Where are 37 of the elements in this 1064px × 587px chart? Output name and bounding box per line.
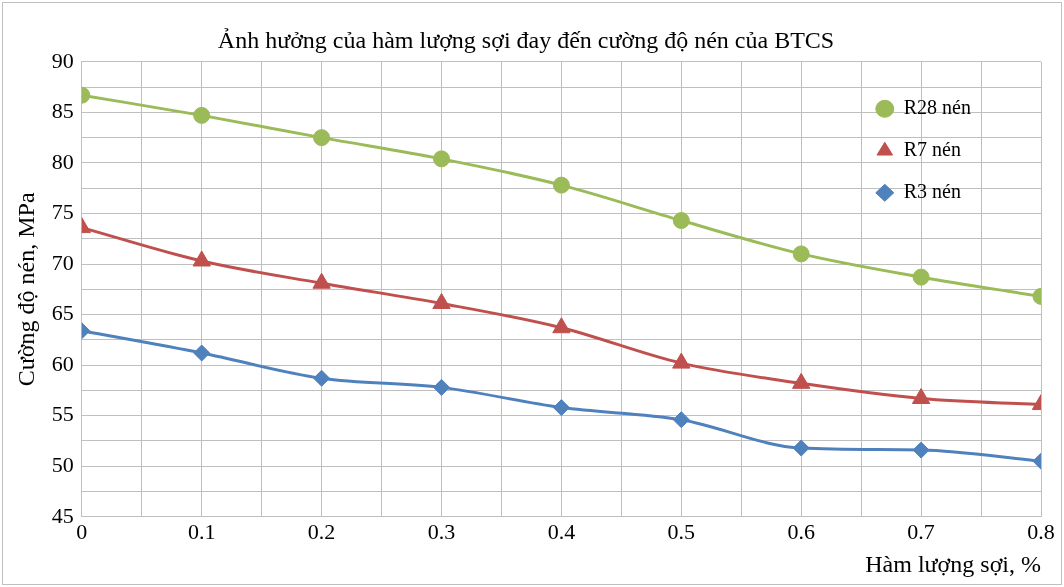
- point: [552, 176, 570, 194]
- point: [792, 439, 810, 457]
- y-tick-label: 70: [51, 249, 74, 275]
- point: [193, 106, 211, 124]
- point: [433, 150, 450, 168]
- x-tick-label: 0.1: [187, 518, 216, 544]
- x-tick-label: 0.5: [667, 518, 696, 544]
- y-tick-label: 80: [51, 148, 74, 174]
- x-tick-label: 0.3: [427, 518, 456, 544]
- point: [313, 369, 331, 387]
- x-tick-label: 0.2: [307, 518, 336, 544]
- x-axis-title: Hàm lượng sợi, %: [865, 550, 1041, 577]
- point: [313, 129, 331, 147]
- point: [792, 245, 810, 263]
- legend-label: R7 nén: [903, 138, 961, 161]
- point: [552, 399, 570, 417]
- x-tick-label: 0: [76, 518, 88, 544]
- y-tick-label: 45: [51, 502, 74, 528]
- point: [433, 378, 450, 396]
- x-tick-label: 0.8: [1027, 518, 1055, 544]
- legend-label: R28 nén: [903, 96, 971, 119]
- y-tick-label: 90: [51, 47, 74, 73]
- point: [193, 344, 211, 362]
- y-tick-label: 65: [51, 300, 74, 326]
- y-tick-label: 55: [51, 401, 74, 427]
- x-tick-label: 0.6: [787, 518, 815, 544]
- y-axis-title: Cường độ nén, MPa: [12, 192, 39, 387]
- point: [672, 411, 690, 429]
- y-tick-label: 60: [51, 350, 74, 376]
- y-tick-label: 85: [51, 98, 74, 124]
- legend-label: R3 nén: [903, 180, 961, 203]
- point: [672, 212, 690, 230]
- x-tick-label: 0.7: [907, 518, 935, 544]
- x-tick-label: 0.4: [547, 518, 576, 544]
- y-tick-label: 50: [51, 452, 74, 478]
- y-tick-label: 75: [51, 199, 74, 225]
- chart-title: Ảnh hưởng của hàm lượng sợi đay đến cường độ nén của BTCS: [217, 26, 835, 53]
